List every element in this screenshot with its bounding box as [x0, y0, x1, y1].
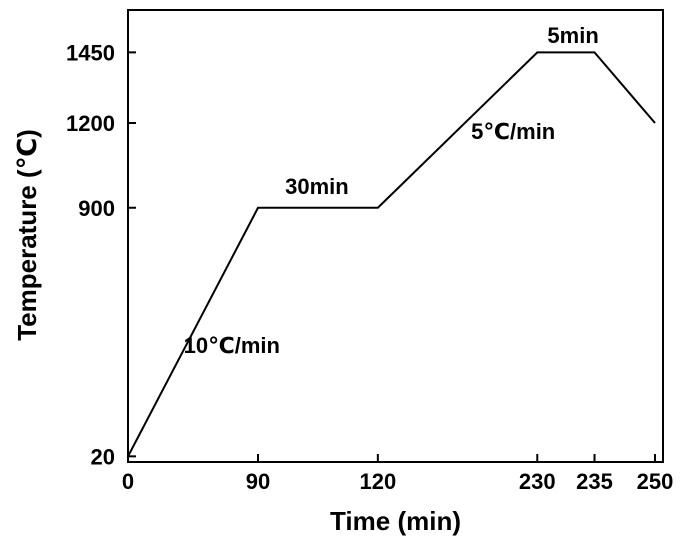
y-tick-label: 1200	[66, 111, 115, 136]
x-tick-label: 230	[519, 469, 556, 494]
x-tick-label: 0	[122, 469, 134, 494]
y-tick-label: 900	[78, 196, 115, 221]
annotation: 10℃/min	[184, 333, 280, 358]
plot-frame	[127, 9, 664, 463]
x-tick-label: 250	[637, 469, 674, 494]
x-tick-label: 235	[576, 469, 613, 494]
y-axis-title: Temperature (℃)	[12, 129, 42, 341]
annotation: 5min	[547, 23, 598, 48]
annotation: 5℃/min	[471, 119, 555, 144]
x-tick-label: 90	[246, 469, 270, 494]
series-line-temperature-profile	[127, 51, 656, 457]
x-tick-label: 120	[359, 469, 396, 494]
annotation: 30min	[285, 174, 349, 199]
x-axis-title: Time (min)	[330, 506, 461, 536]
y-tick-label: 20	[91, 444, 115, 469]
y-tick-label: 1450	[66, 40, 115, 65]
